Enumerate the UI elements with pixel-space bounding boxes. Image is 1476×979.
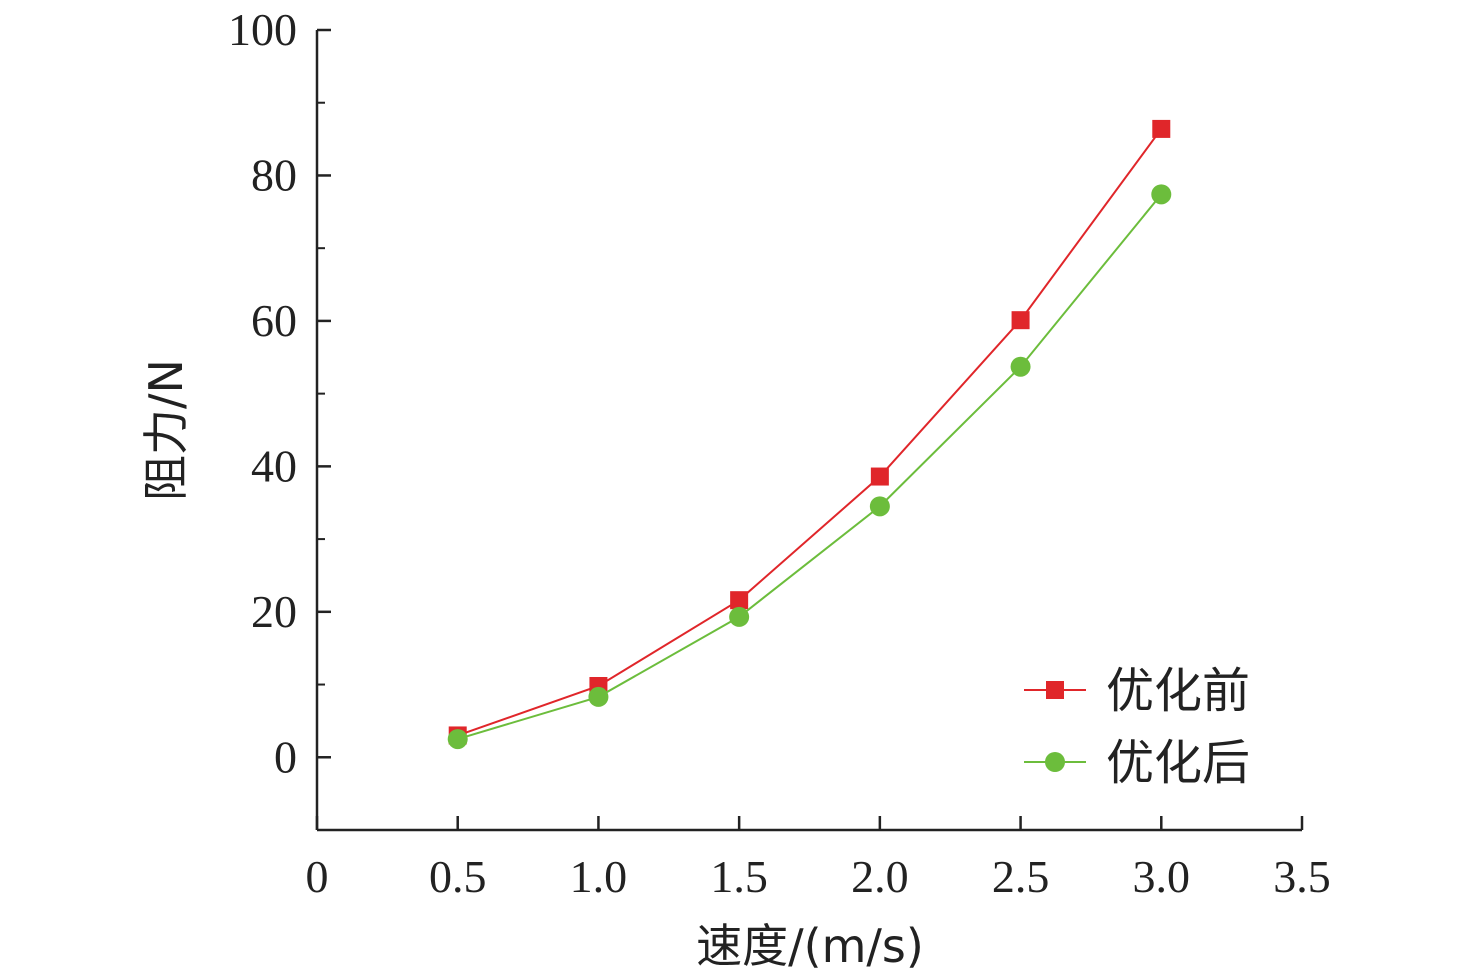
- data-point-circle: [869, 496, 890, 517]
- y-axis-label: 阻力/N: [139, 359, 193, 501]
- x-tick-label: 0: [306, 851, 329, 902]
- series-line: [457, 193, 1163, 741]
- y-tick-label: 0: [274, 731, 297, 782]
- x-axis-label: 速度/(m/s): [696, 919, 924, 973]
- data-point-square: [1152, 119, 1171, 138]
- data-point-circle: [729, 606, 750, 627]
- y-tick-label: 20: [251, 586, 297, 637]
- data-point-square: [870, 467, 889, 486]
- x-tick-label: 2.5: [992, 851, 1050, 902]
- y-tick-label: 60: [251, 295, 297, 346]
- legend-label: 优化前: [1106, 663, 1250, 719]
- data-point-circle: [1010, 356, 1031, 377]
- x-tick-label: 3.0: [1133, 851, 1191, 902]
- x-tick-label: 2.0: [851, 851, 909, 902]
- data-point-circle: [1151, 184, 1172, 205]
- axes: [315, 28, 1304, 832]
- legend-marker-square: [1046, 681, 1064, 699]
- data-series: [447, 119, 1172, 750]
- y-tick-label: 80: [251, 149, 297, 200]
- x-tick-label: 1.5: [710, 851, 768, 902]
- tick-labels: 0 20 40 60 80 100 0 0.5 1.0 1.5 2.0 2.5 3.0 3.5: [228, 4, 1331, 902]
- y-tick-label: 100: [228, 4, 297, 55]
- data-point-circle: [447, 729, 468, 750]
- data-point-square: [730, 591, 749, 610]
- x-tick-label: 1.0: [570, 851, 628, 902]
- y-tick-label: 40: [251, 440, 297, 491]
- series-line: [457, 128, 1163, 737]
- data-point-circle: [588, 686, 609, 707]
- x-tick-label: 0.5: [429, 851, 487, 902]
- legend-marker-circle: [1045, 752, 1065, 772]
- legend-label: 优化后: [1106, 735, 1250, 791]
- x-tick-label: 3.5: [1273, 851, 1331, 902]
- data-point-square: [1011, 311, 1030, 330]
